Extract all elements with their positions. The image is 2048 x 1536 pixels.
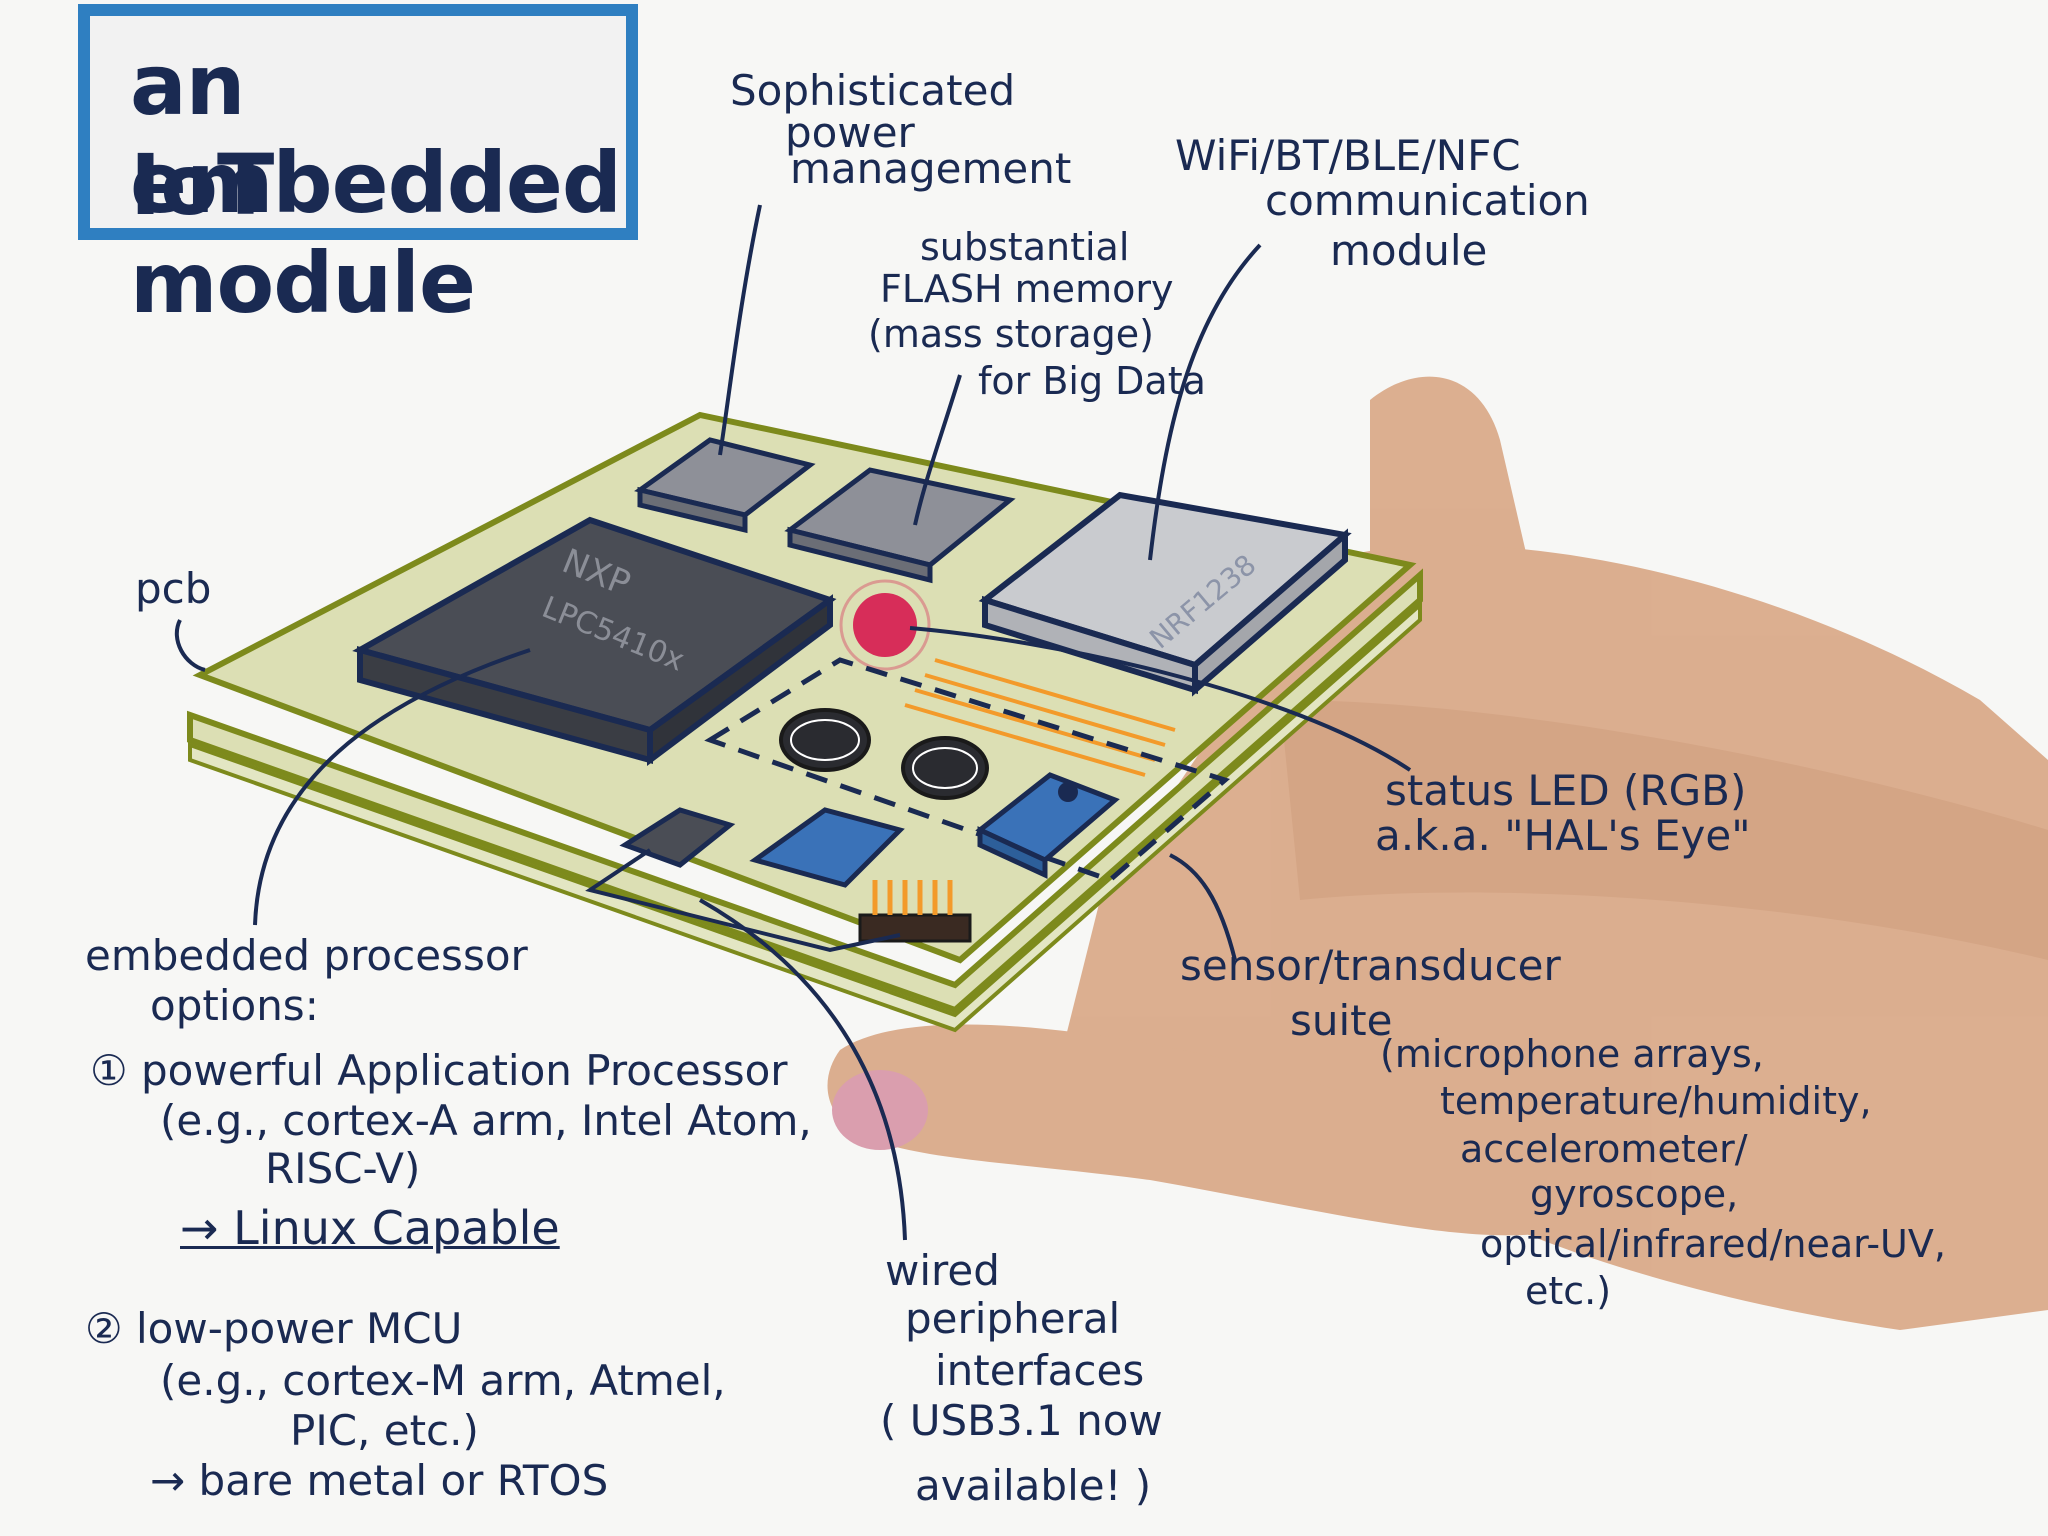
header-pins <box>858 880 972 943</box>
blue-sensor-side <box>977 826 1048 879</box>
label-option2-3: PIC, etc.) <box>290 1406 479 1455</box>
blue-sensor-lens <box>1058 782 1078 802</box>
label-flash-2: FLASH memory <box>880 267 1174 311</box>
sensor-suite-outline <box>704 657 1231 883</box>
label-option1-2: (e.g., cortex-A arm, Intel Atom, <box>160 1096 812 1145</box>
flash-memory-chip <box>784 467 1016 584</box>
label-option1-3: RISC-V) <box>265 1144 421 1193</box>
microphone-components <box>779 708 989 800</box>
arrow-led <box>909 626 1412 772</box>
label-option2-2: (e.g., cortex-M arm, Atmel, <box>160 1356 726 1405</box>
microphone-2-ring <box>912 747 978 789</box>
pcb-under <box>188 600 1422 1033</box>
label-sensor-8: etc.) <box>1525 1269 1612 1313</box>
title-line-2: IoT module <box>130 136 476 332</box>
label-sensor-3: (microphone arrays, <box>1380 1032 1764 1076</box>
arrow-flash <box>913 374 962 526</box>
blue-sensor <box>975 772 1120 879</box>
label-power-management-1: Sophisticated <box>730 66 1016 115</box>
label-wifi-module-1: WiFi/BT/BLE/NFC <box>1175 131 1521 180</box>
label-processor-heading-2: options: <box>150 981 319 1030</box>
hand-middle-finger <box>1280 700 2048 960</box>
label-option2-1: ② low-power MCU <box>85 1304 463 1353</box>
arrow-wifi <box>1148 243 1262 561</box>
usb-ports <box>619 807 905 888</box>
label-sensor-1: sensor/transducer <box>1180 941 1561 990</box>
label-pcb: pcb <box>135 564 212 613</box>
power-chip-side <box>637 486 748 534</box>
arrow-processor <box>253 648 531 926</box>
label-option1-1: ① powerful Application Processor <box>90 1046 788 1095</box>
label-wired-4: ( USB3.1 now <box>880 1396 1163 1445</box>
arrow-sensor <box>1169 853 1237 961</box>
hand-thumb <box>827 1024 1560 1236</box>
label-power-management-2: power <box>785 108 915 157</box>
leader-arrows <box>174 204 1412 1241</box>
label-power-management-3: management <box>790 144 1072 193</box>
usb-port-2 <box>749 807 905 888</box>
arrow-power <box>718 204 762 456</box>
header-base <box>858 913 972 943</box>
label-sensor-2: suite <box>1290 996 1393 1045</box>
pcb-side <box>187 568 1423 1014</box>
label-status-led-1: status LED (RGB) <box>1385 766 1747 815</box>
label-processor-heading-1: embedded processor <box>85 931 528 980</box>
label-wired-5: available! ) <box>915 1461 1152 1510</box>
label-option1-4: → Linux Capable <box>180 1201 560 1255</box>
label-wifi-module-3: module <box>1330 226 1488 275</box>
label-wired-1: wired <box>885 1246 1000 1295</box>
label-status-led-2: a.k.a. "HAL's Eye" <box>1375 811 1751 860</box>
label-sensor-4: temperature/humidity, <box>1440 1079 1872 1123</box>
label-sensor-5: accelerometer/ <box>1460 1127 1748 1171</box>
board-traces <box>904 658 1176 777</box>
label-wired-2: peripheral <box>905 1294 1121 1343</box>
status-led <box>853 593 917 657</box>
processor-chip: NXP LPC5410x <box>352 516 837 766</box>
power-management-chip <box>634 437 816 534</box>
title-line-1: an embedded <box>130 36 622 232</box>
arrow-wired <box>699 898 907 1241</box>
microphone-1-ring <box>790 719 860 761</box>
label-sensor-6: gyroscope, <box>1530 1172 1739 1216</box>
flash-chip-side <box>787 526 933 584</box>
label-flash-1: substantial <box>920 225 1130 269</box>
label-flash-4: for Big Data <box>978 359 1206 403</box>
label-wired-3: interfaces <box>935 1346 1145 1395</box>
label-flash-3: (mass storage) <box>868 312 1154 356</box>
arrow-wired-2 <box>585 848 901 953</box>
status-led-glow <box>839 579 931 671</box>
label-option2-4: → bare metal or RTOS <box>150 1456 609 1505</box>
label-wifi-module-2: communication <box>1265 176 1590 225</box>
usb-port-1 <box>619 807 736 868</box>
title-box: an embedded IoT module <box>78 4 638 332</box>
arrow-pcb <box>174 619 206 672</box>
processor-chip-front <box>647 594 833 766</box>
label-sensor-7: optical/infrared/near-UV, <box>1480 1222 1946 1266</box>
